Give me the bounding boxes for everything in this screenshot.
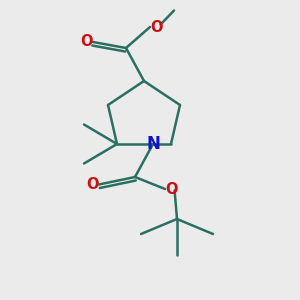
Text: N: N [147, 135, 161, 153]
Text: O: O [165, 182, 178, 196]
Text: O: O [150, 20, 163, 34]
Text: O: O [86, 177, 99, 192]
Text: O: O [80, 34, 93, 50]
